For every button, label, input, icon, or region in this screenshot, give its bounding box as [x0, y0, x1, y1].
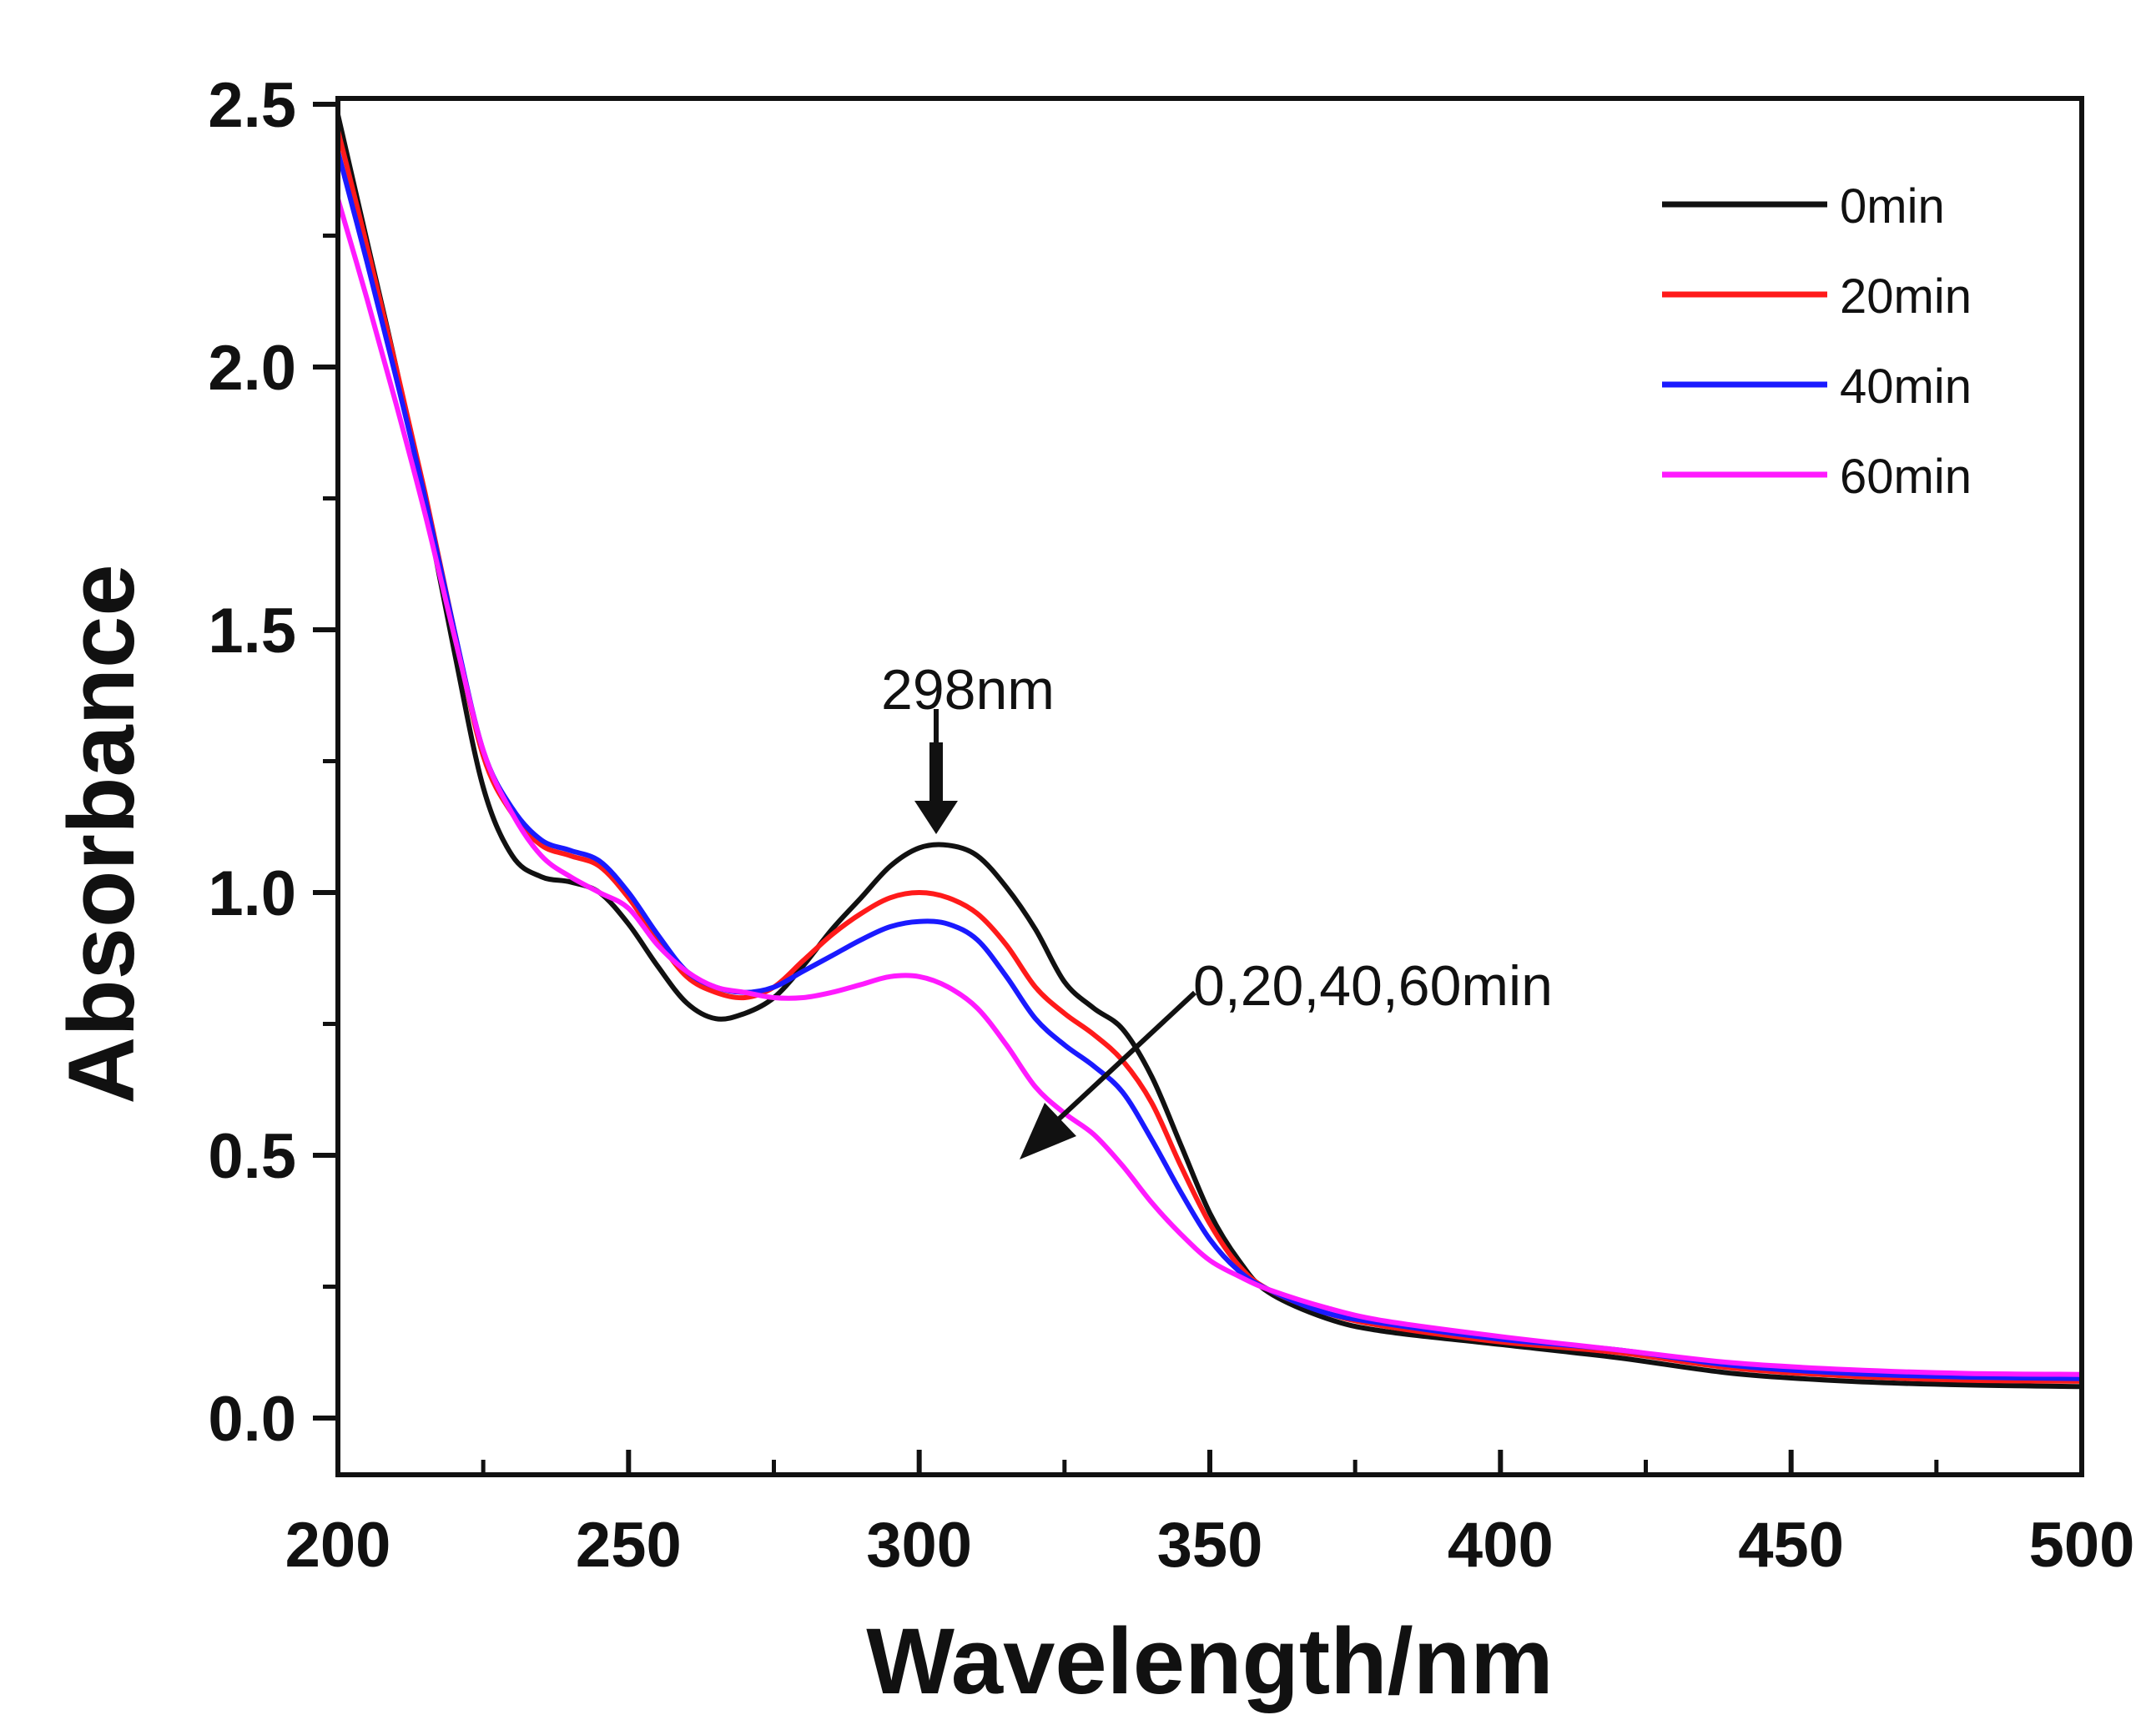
y-tick-label-2.0: 2.0: [208, 333, 296, 404]
tick-layer: 200 250 300 350 400 450 500 0.0 0.5 1.0 1.5 2.0 2.5: [208, 70, 2134, 1581]
y-tick-label-0.5: 0.5: [208, 1121, 296, 1192]
y-tick-label-2.5: 2.5: [208, 70, 296, 141]
y-tick-label-1.5: 1.5: [208, 596, 296, 666]
x-tick-label-300: 300: [866, 1510, 972, 1581]
x-tick-label-450: 450: [1738, 1510, 1844, 1581]
series-line-0min: [335, 112, 2084, 1390]
annotation-layer: 298nm 0,20,40,60min: [881, 658, 1553, 1159]
x-tick-label-500: 500: [2029, 1510, 2135, 1581]
legend-label-0min: 0min: [1840, 179, 1945, 234]
series-layer: [335, 112, 2084, 1390]
legend-label-40min: 40min: [1840, 360, 1972, 414]
series-line-60min: [335, 196, 2084, 1377]
x-tick-label-400: 400: [1448, 1510, 1554, 1581]
x-tick-label-350: 350: [1157, 1510, 1263, 1581]
legend-label-60min: 60min: [1840, 450, 1972, 504]
y-axis-title: Absorbance: [49, 564, 154, 1104]
x-tick-label-200: 200: [285, 1510, 391, 1581]
legend-label-20min: 20min: [1840, 269, 1972, 324]
annotation-diagonal-arrow-icon: [1020, 1103, 1076, 1159]
x-tick-label-250: 250: [576, 1510, 682, 1581]
legend: 0min 20min 40min 60min: [1662, 179, 1972, 504]
annotation-peak-label: 298nm: [881, 658, 1055, 722]
y-tick-label-1.0: 1.0: [208, 858, 296, 929]
x-axis-title: Wavelength/nm: [866, 1609, 1553, 1713]
annotation-time-label: 0,20,40,60min: [1193, 954, 1553, 1018]
y-tick-label-0.0: 0.0: [208, 1384, 296, 1455]
annotation-diagonal-arrow-shaft: [1049, 990, 1197, 1129]
